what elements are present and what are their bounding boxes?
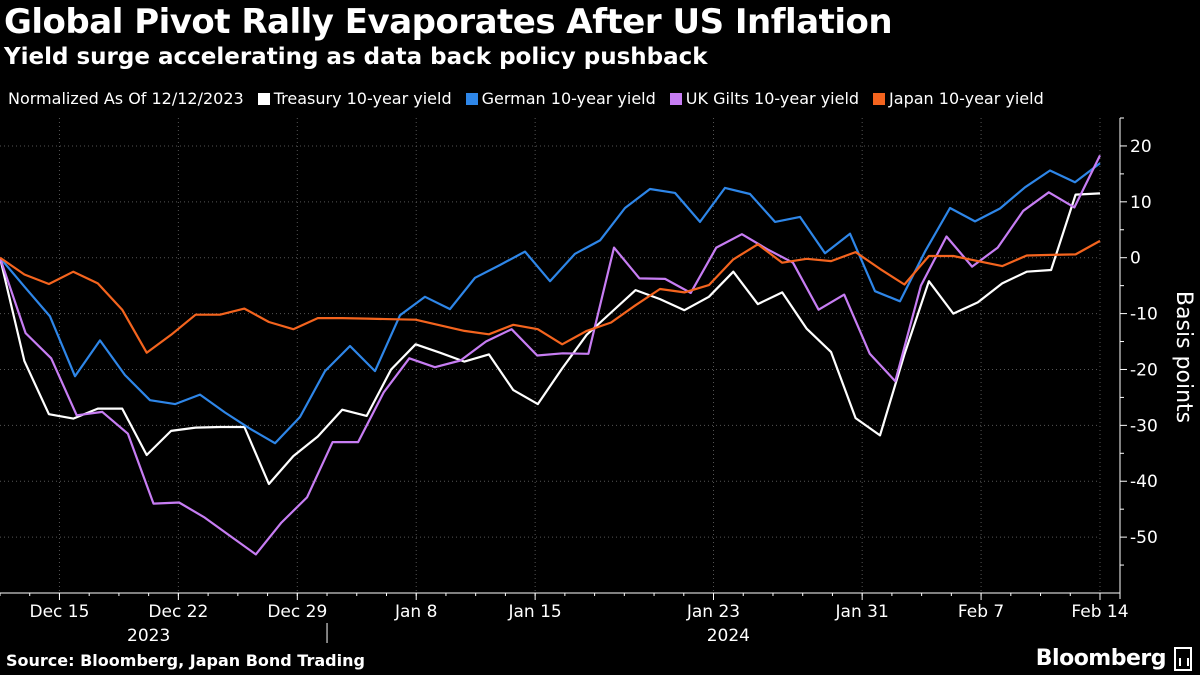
series-lines — [0, 154, 1101, 556]
year-label: 2024 — [707, 626, 750, 646]
x-tick-label: Dec 22 — [148, 602, 208, 622]
gridlines — [0, 118, 1101, 593]
legend: Normalized As Of 12/12/2023 Treasury 10-… — [8, 89, 1058, 108]
legend-item-uk-gilts: UK Gilts 10-year yield — [669, 89, 860, 108]
legend-label-treasury: Treasury 10-year yield — [273, 89, 452, 108]
x-tick-label: Jan 8 — [394, 602, 437, 622]
legend-note: Normalized As Of 12/12/2023 — [8, 89, 244, 108]
legend-swatch-treasury — [257, 92, 270, 105]
y-axis-label: Basis points — [1171, 291, 1196, 423]
legend-item-treasury: Treasury 10-year yield — [257, 89, 452, 108]
legend-item-japan: Japan 10-year yield — [873, 89, 1044, 108]
series-line-uk-gilts-10-year-yield — [0, 154, 1101, 556]
y-tick-label: 0 — [1130, 249, 1141, 269]
axes: 20 10 0 -10 -20 -30 -40 -50 Dec 15 Dec 22 Dec 29 Ja… — [0, 117, 1158, 646]
legend-swatch-japan — [873, 92, 886, 105]
x-tick-label: Dec 15 — [29, 602, 89, 622]
legend-label-german: German 10-year yield — [481, 89, 656, 108]
series-line-japan-10-year-yield — [0, 239, 1101, 354]
series-line-german-10-year-yield — [0, 162, 1101, 445]
legend-swatch-uk-gilts — [669, 92, 682, 105]
x-tick-label: Jan 31 — [835, 602, 889, 622]
y-tick-label: -40 — [1130, 472, 1158, 492]
bloomberg-logo: Bloomberg — [1036, 646, 1192, 671]
legend-label-japan: Japan 10-year yield — [889, 89, 1044, 108]
legend-swatch-german — [465, 92, 478, 105]
legend-label-uk-gilts: UK Gilts 10-year yield — [685, 89, 860, 108]
x-tick-label: Dec 29 — [267, 602, 327, 622]
source-note: Source: Bloomberg, Japan Bond Trading — [6, 651, 365, 670]
chart-title: Global Pivot Rally Evaporates After US I… — [4, 2, 893, 42]
y-tick-label: -20 — [1130, 360, 1158, 380]
legend-item-german: German 10-year yield — [465, 89, 656, 108]
y-tick-label: 20 — [1130, 137, 1152, 157]
y-tick-label: -30 — [1130, 416, 1158, 436]
bloomberg-terminal-icon — [1174, 646, 1192, 671]
chart-subtitle: Yield surge accelerating as data back po… — [4, 44, 708, 70]
y-tick-label: -50 — [1130, 528, 1158, 548]
x-tick-label: Jan 23 — [686, 602, 740, 622]
x-tick-label: Feb 7 — [958, 602, 1004, 622]
x-tick-label: Jan 15 — [508, 602, 562, 622]
brand-name: Bloomberg — [1035, 646, 1167, 671]
year-label: 2023 — [127, 626, 170, 646]
series-line-treasury-10-year-yield — [0, 192, 1101, 486]
y-tick-label: 10 — [1130, 193, 1152, 213]
x-tick-label: Feb 14 — [1071, 602, 1128, 622]
y-tick-label: -10 — [1130, 305, 1158, 325]
